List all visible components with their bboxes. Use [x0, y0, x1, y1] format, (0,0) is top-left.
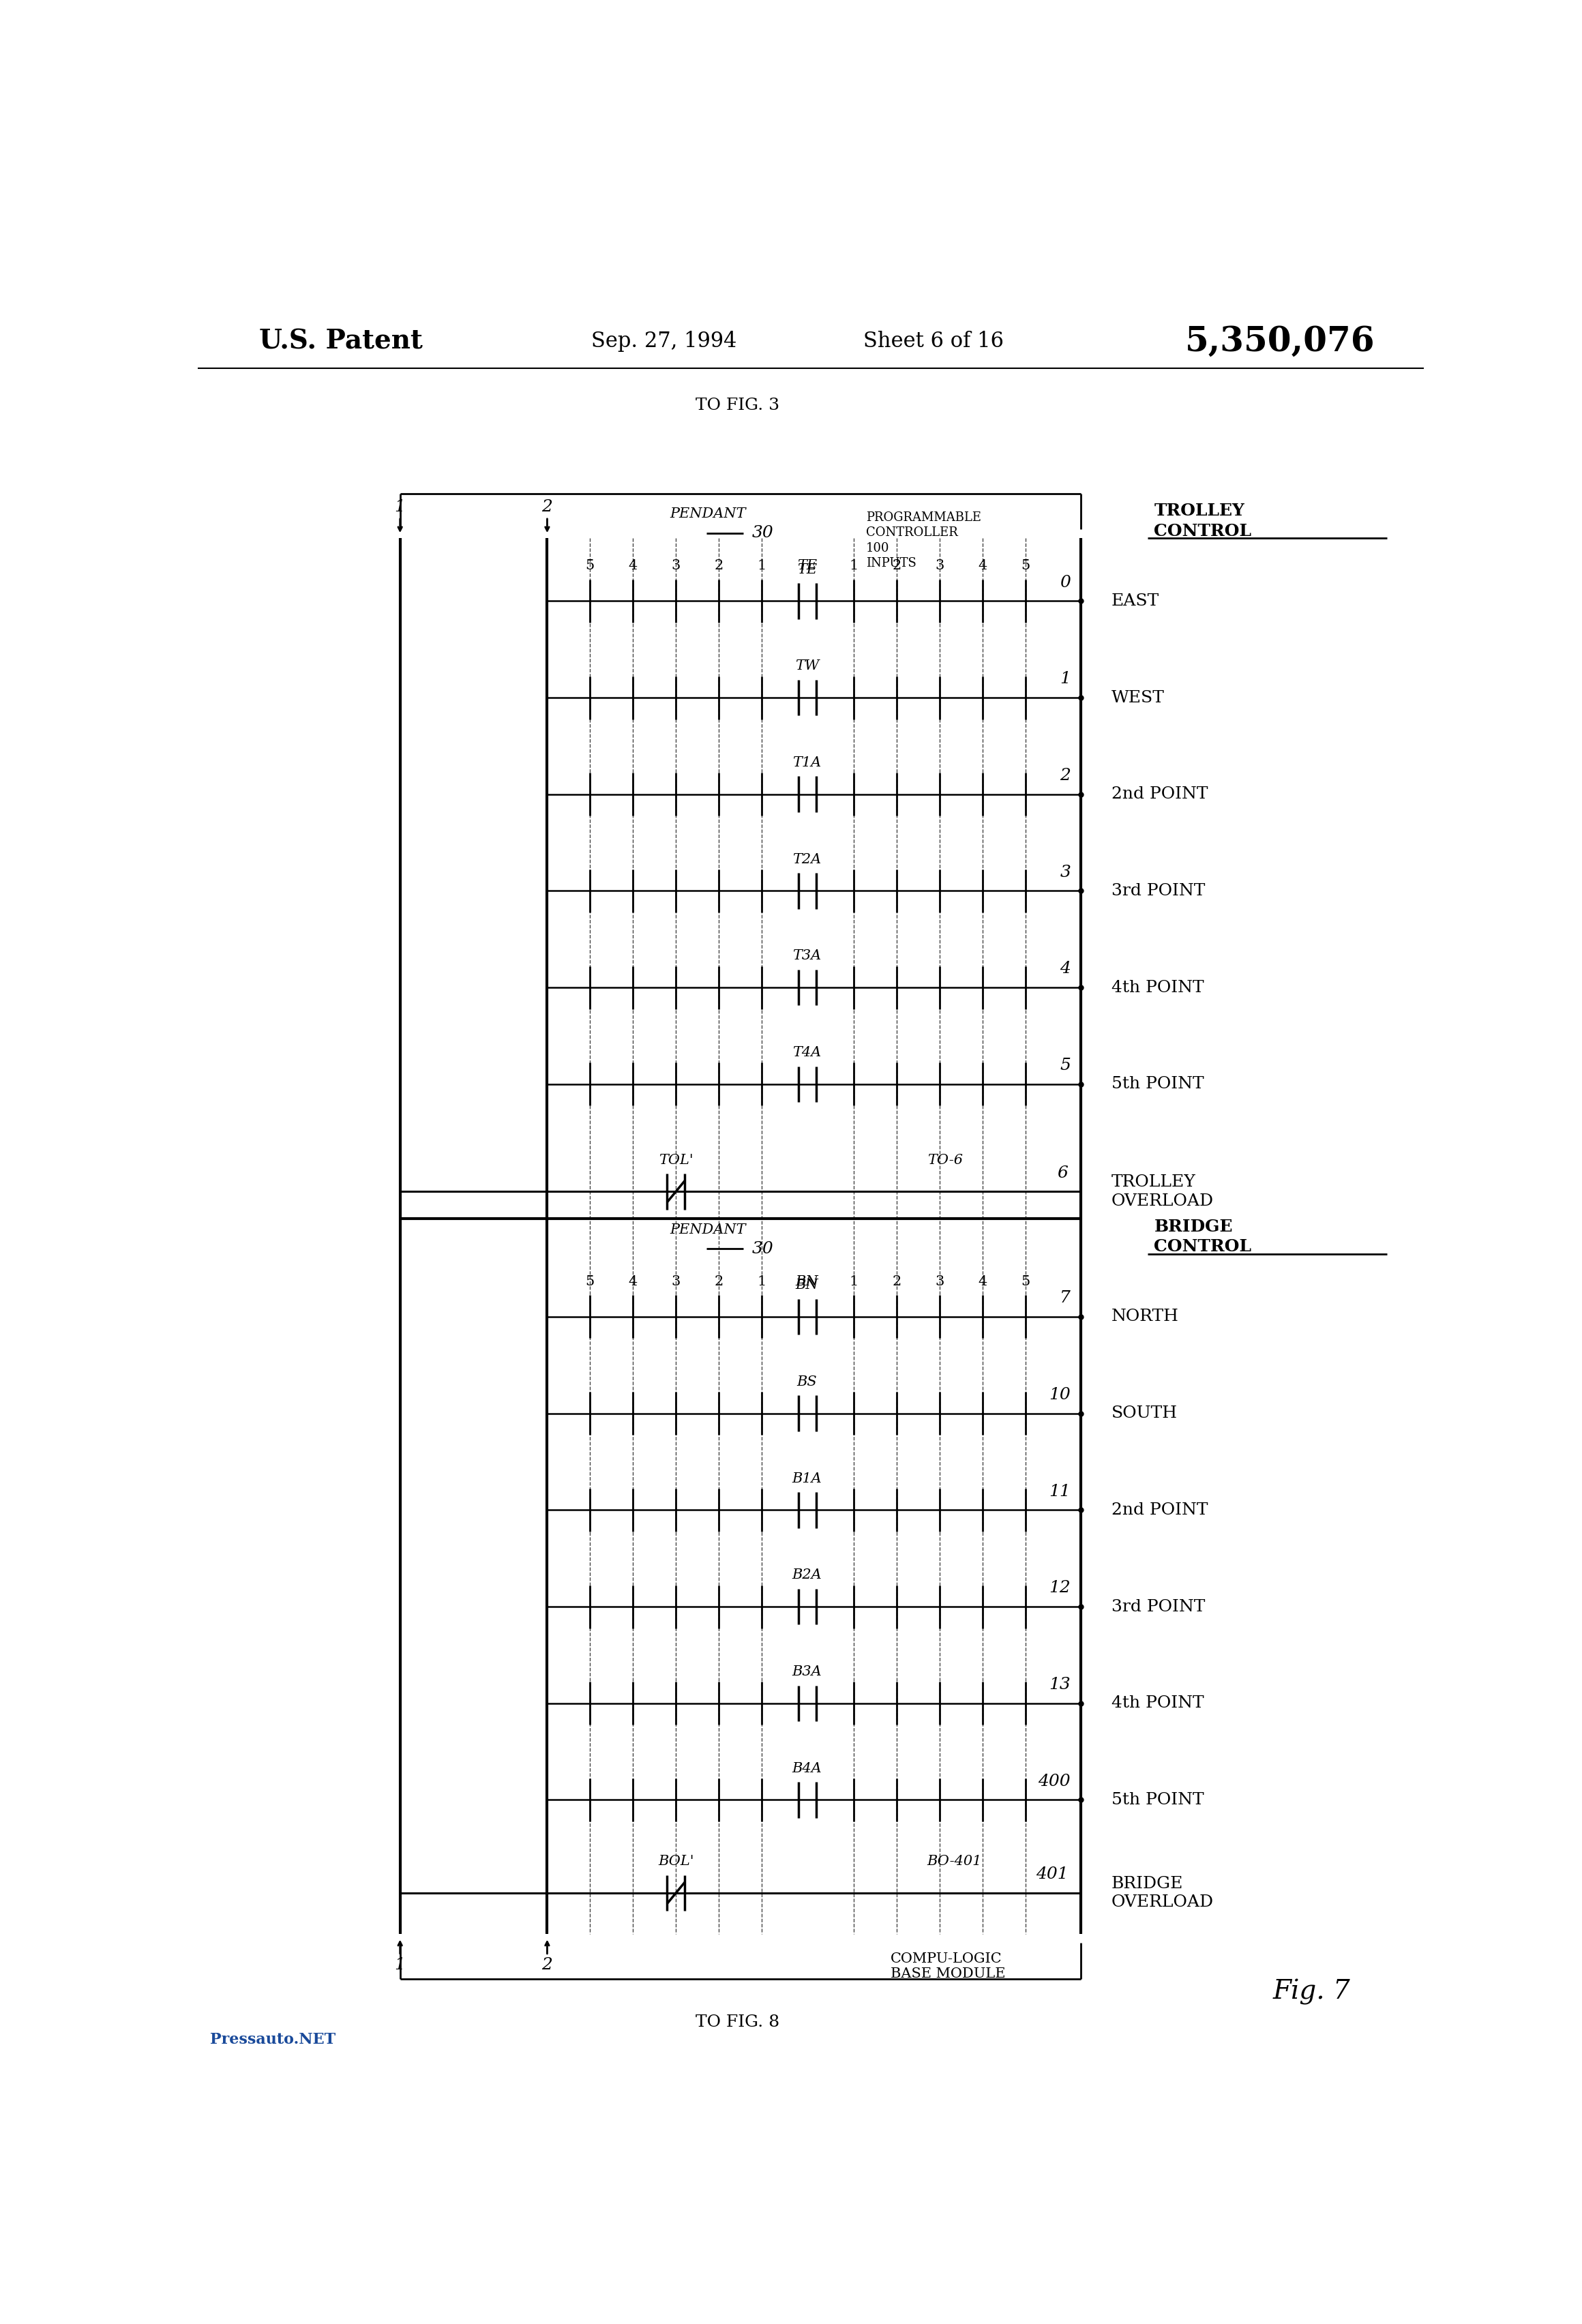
Text: TROLLEY
OVERLOAD: TROLLEY OVERLOAD	[1111, 1174, 1213, 1208]
Text: 2: 2	[715, 1276, 723, 1287]
Text: Sheet 6 of 16: Sheet 6 of 16	[864, 330, 1003, 351]
Text: 2nd POINT: 2nd POINT	[1111, 1501, 1207, 1518]
Text: TOL': TOL'	[658, 1153, 693, 1167]
Text: 30: 30	[751, 525, 774, 541]
Text: 1: 1	[394, 500, 405, 516]
Text: 5,350,076: 5,350,076	[1185, 325, 1375, 358]
Text: Fig. 7: Fig. 7	[1272, 1980, 1349, 2006]
Text: 401: 401	[1036, 1866, 1068, 1882]
Text: TROLLEY
CONTROL: TROLLEY CONTROL	[1155, 502, 1251, 539]
Text: 2: 2	[715, 560, 723, 572]
Text: 7: 7	[1060, 1290, 1071, 1306]
Text: 4: 4	[628, 560, 638, 572]
Text: NORTH: NORTH	[1111, 1308, 1179, 1325]
Text: T4A: T4A	[793, 1046, 821, 1060]
Text: 2: 2	[541, 500, 552, 516]
Text: PENDANT: PENDANT	[669, 1222, 745, 1236]
Text: U.S. Patent: U.S. Patent	[259, 328, 422, 356]
Text: 2: 2	[892, 560, 902, 572]
Text: BO-401: BO-401	[927, 1855, 982, 1868]
Text: 3rd POINT: 3rd POINT	[1111, 1599, 1205, 1615]
Text: BS: BS	[797, 1376, 818, 1387]
Text: 1: 1	[850, 560, 859, 572]
Text: T3A: T3A	[793, 951, 821, 962]
Text: 5: 5	[1020, 1276, 1030, 1287]
Text: BRIDGE
OVERLOAD: BRIDGE OVERLOAD	[1111, 1875, 1213, 1910]
Text: 4: 4	[978, 560, 987, 572]
Text: 1: 1	[758, 560, 766, 572]
Text: 6: 6	[1057, 1164, 1068, 1181]
Text: 11: 11	[1049, 1483, 1071, 1499]
Text: TE: TE	[797, 560, 816, 572]
Text: BN: BN	[796, 1276, 818, 1287]
Text: 1: 1	[1060, 672, 1071, 688]
Text: 3rd POINT: 3rd POINT	[1111, 883, 1205, 899]
Text: 5th POINT: 5th POINT	[1111, 1792, 1204, 1808]
Text: 4: 4	[1060, 962, 1071, 976]
Text: 400: 400	[1038, 1773, 1071, 1789]
Text: 10: 10	[1049, 1387, 1071, 1404]
Text: PENDANT: PENDANT	[669, 507, 745, 521]
Text: T1A: T1A	[793, 755, 821, 769]
Text: EAST: EAST	[1111, 593, 1160, 609]
Text: 2: 2	[1060, 767, 1071, 783]
Text: 5: 5	[1060, 1057, 1071, 1074]
Text: 3: 3	[1060, 865, 1071, 881]
Text: B4A: B4A	[793, 1762, 823, 1776]
Text: 0: 0	[1060, 574, 1071, 590]
Text: WEST: WEST	[1111, 690, 1164, 706]
Text: 30: 30	[751, 1241, 774, 1257]
Text: Sep. 27, 1994: Sep. 27, 1994	[592, 330, 736, 351]
Text: 4: 4	[628, 1276, 638, 1287]
Text: 4th POINT: 4th POINT	[1111, 1697, 1204, 1710]
Text: 5: 5	[1020, 560, 1030, 572]
Text: B1A: B1A	[793, 1471, 823, 1485]
Text: B2A: B2A	[793, 1569, 823, 1583]
Text: 1: 1	[394, 1957, 405, 1973]
Text: PROGRAMMABLE
CONTROLLER
100
INPUTS: PROGRAMMABLE CONTROLLER 100 INPUTS	[865, 511, 981, 569]
Text: 1: 1	[758, 1276, 766, 1287]
Text: 5th POINT: 5th POINT	[1111, 1076, 1204, 1092]
Text: 12: 12	[1049, 1580, 1071, 1597]
Text: 5: 5	[585, 560, 595, 572]
Text: SOUTH: SOUTH	[1111, 1406, 1177, 1422]
Text: BN: BN	[796, 1278, 818, 1292]
Text: T2A: T2A	[793, 853, 821, 867]
Text: BRIDGE
CONTROL: BRIDGE CONTROL	[1155, 1218, 1251, 1255]
Text: 4th POINT: 4th POINT	[1111, 981, 1204, 995]
Text: TW: TW	[796, 660, 819, 672]
Text: TO-6: TO-6	[927, 1153, 963, 1167]
Text: TO FIG. 8: TO FIG. 8	[694, 2015, 780, 2031]
Text: B3A: B3A	[793, 1666, 823, 1678]
Text: 3: 3	[671, 560, 680, 572]
Text: 2nd POINT: 2nd POINT	[1111, 786, 1207, 802]
Text: BOL': BOL'	[658, 1855, 694, 1868]
Text: Pressauto.NET: Pressauto.NET	[210, 2031, 335, 2047]
Text: TO FIG. 3: TO FIG. 3	[694, 397, 780, 414]
Text: COMPU-LOGIC
BASE MODULE: COMPU-LOGIC BASE MODULE	[891, 1952, 1006, 1980]
Text: 13: 13	[1049, 1678, 1071, 1692]
Text: 3: 3	[935, 560, 944, 572]
Text: 2: 2	[541, 1957, 552, 1973]
Text: 1: 1	[850, 1276, 859, 1287]
Text: 3: 3	[935, 1276, 944, 1287]
Text: 2: 2	[892, 1276, 902, 1287]
Text: 3: 3	[671, 1276, 680, 1287]
Text: 5: 5	[585, 1276, 595, 1287]
Text: 4: 4	[978, 1276, 987, 1287]
Text: TE: TE	[797, 562, 816, 576]
